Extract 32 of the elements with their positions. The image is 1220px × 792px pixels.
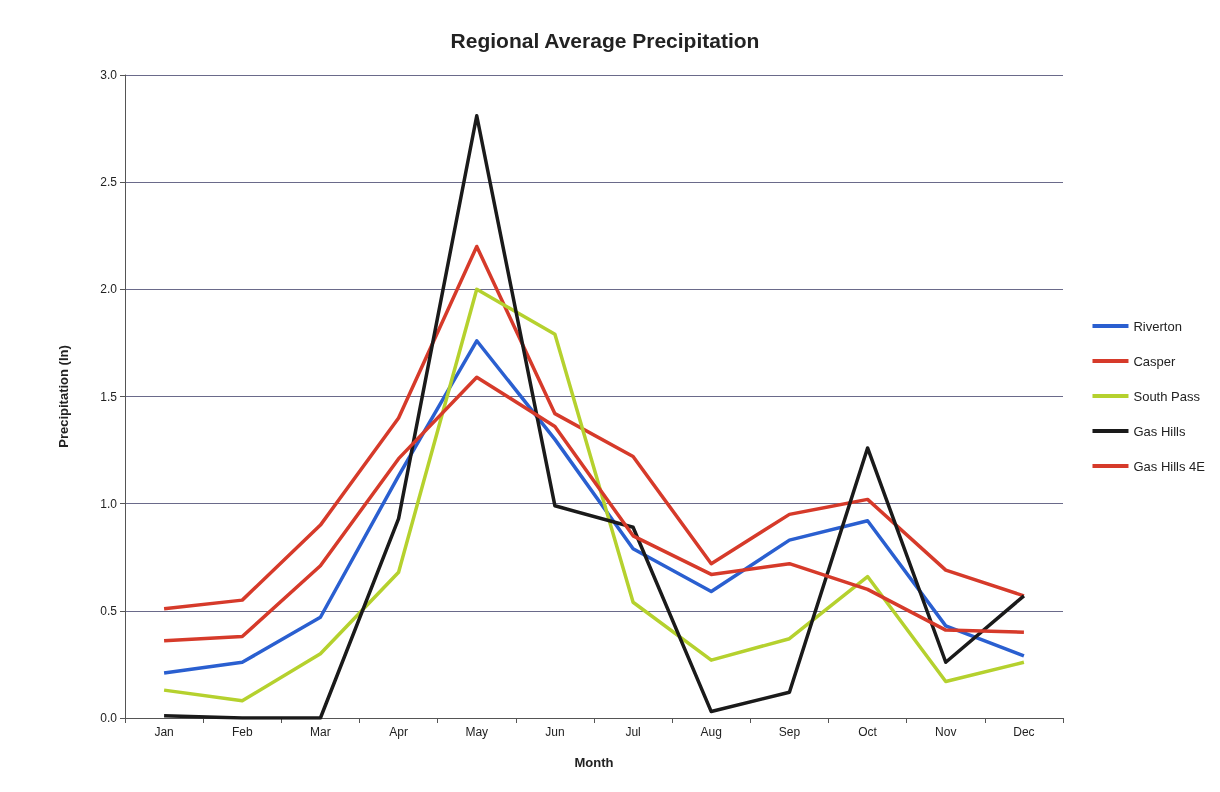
y-tick-label: 2.0 (100, 282, 118, 297)
x-tick-label: May (465, 725, 489, 739)
y-tick-label: 0.0 (100, 711, 118, 725)
x-tick-label: Jul (625, 725, 641, 739)
y-tick-label: 1.5 (100, 389, 118, 404)
y-tick-label: 1.0 (100, 496, 118, 511)
x-tick-label: Aug (700, 725, 722, 739)
y-tick-label: 0.5 (100, 603, 118, 618)
x-tick-label: Nov (935, 725, 957, 739)
chart-title: Regional Average Precipitation (450, 29, 760, 52)
line-series (162, 339, 1026, 675)
line-series (162, 244, 1026, 611)
x-tick-label: Jun (545, 725, 565, 739)
y-tick-label: 2.5 (100, 175, 118, 190)
x-tick-label: Sep (778, 725, 801, 739)
legend-label: Casper (1133, 353, 1177, 369)
x-tick-label: Feb (231, 725, 253, 739)
line-series (162, 113, 1026, 720)
x-tick-label: Mar (310, 725, 331, 739)
legend-label: Gas Hills 4E (1133, 458, 1206, 474)
line-series (162, 287, 1026, 703)
legend-label: Gas Hills (1133, 423, 1186, 439)
x-tick-label: Jan (154, 725, 174, 739)
x-tick-label: Dec (1013, 725, 1035, 739)
x-tick-label: Apr (389, 725, 408, 739)
y-tick-label: 3.0 (100, 68, 118, 82)
line-series (162, 375, 1026, 643)
x-axis-title: Month (574, 755, 614, 770)
legend-label: South Pass (1133, 388, 1201, 404)
y-axis-title: Precipitation (In) (56, 345, 71, 448)
legend-label: Riverton (1133, 318, 1182, 334)
x-tick-label: Oct (858, 725, 878, 739)
